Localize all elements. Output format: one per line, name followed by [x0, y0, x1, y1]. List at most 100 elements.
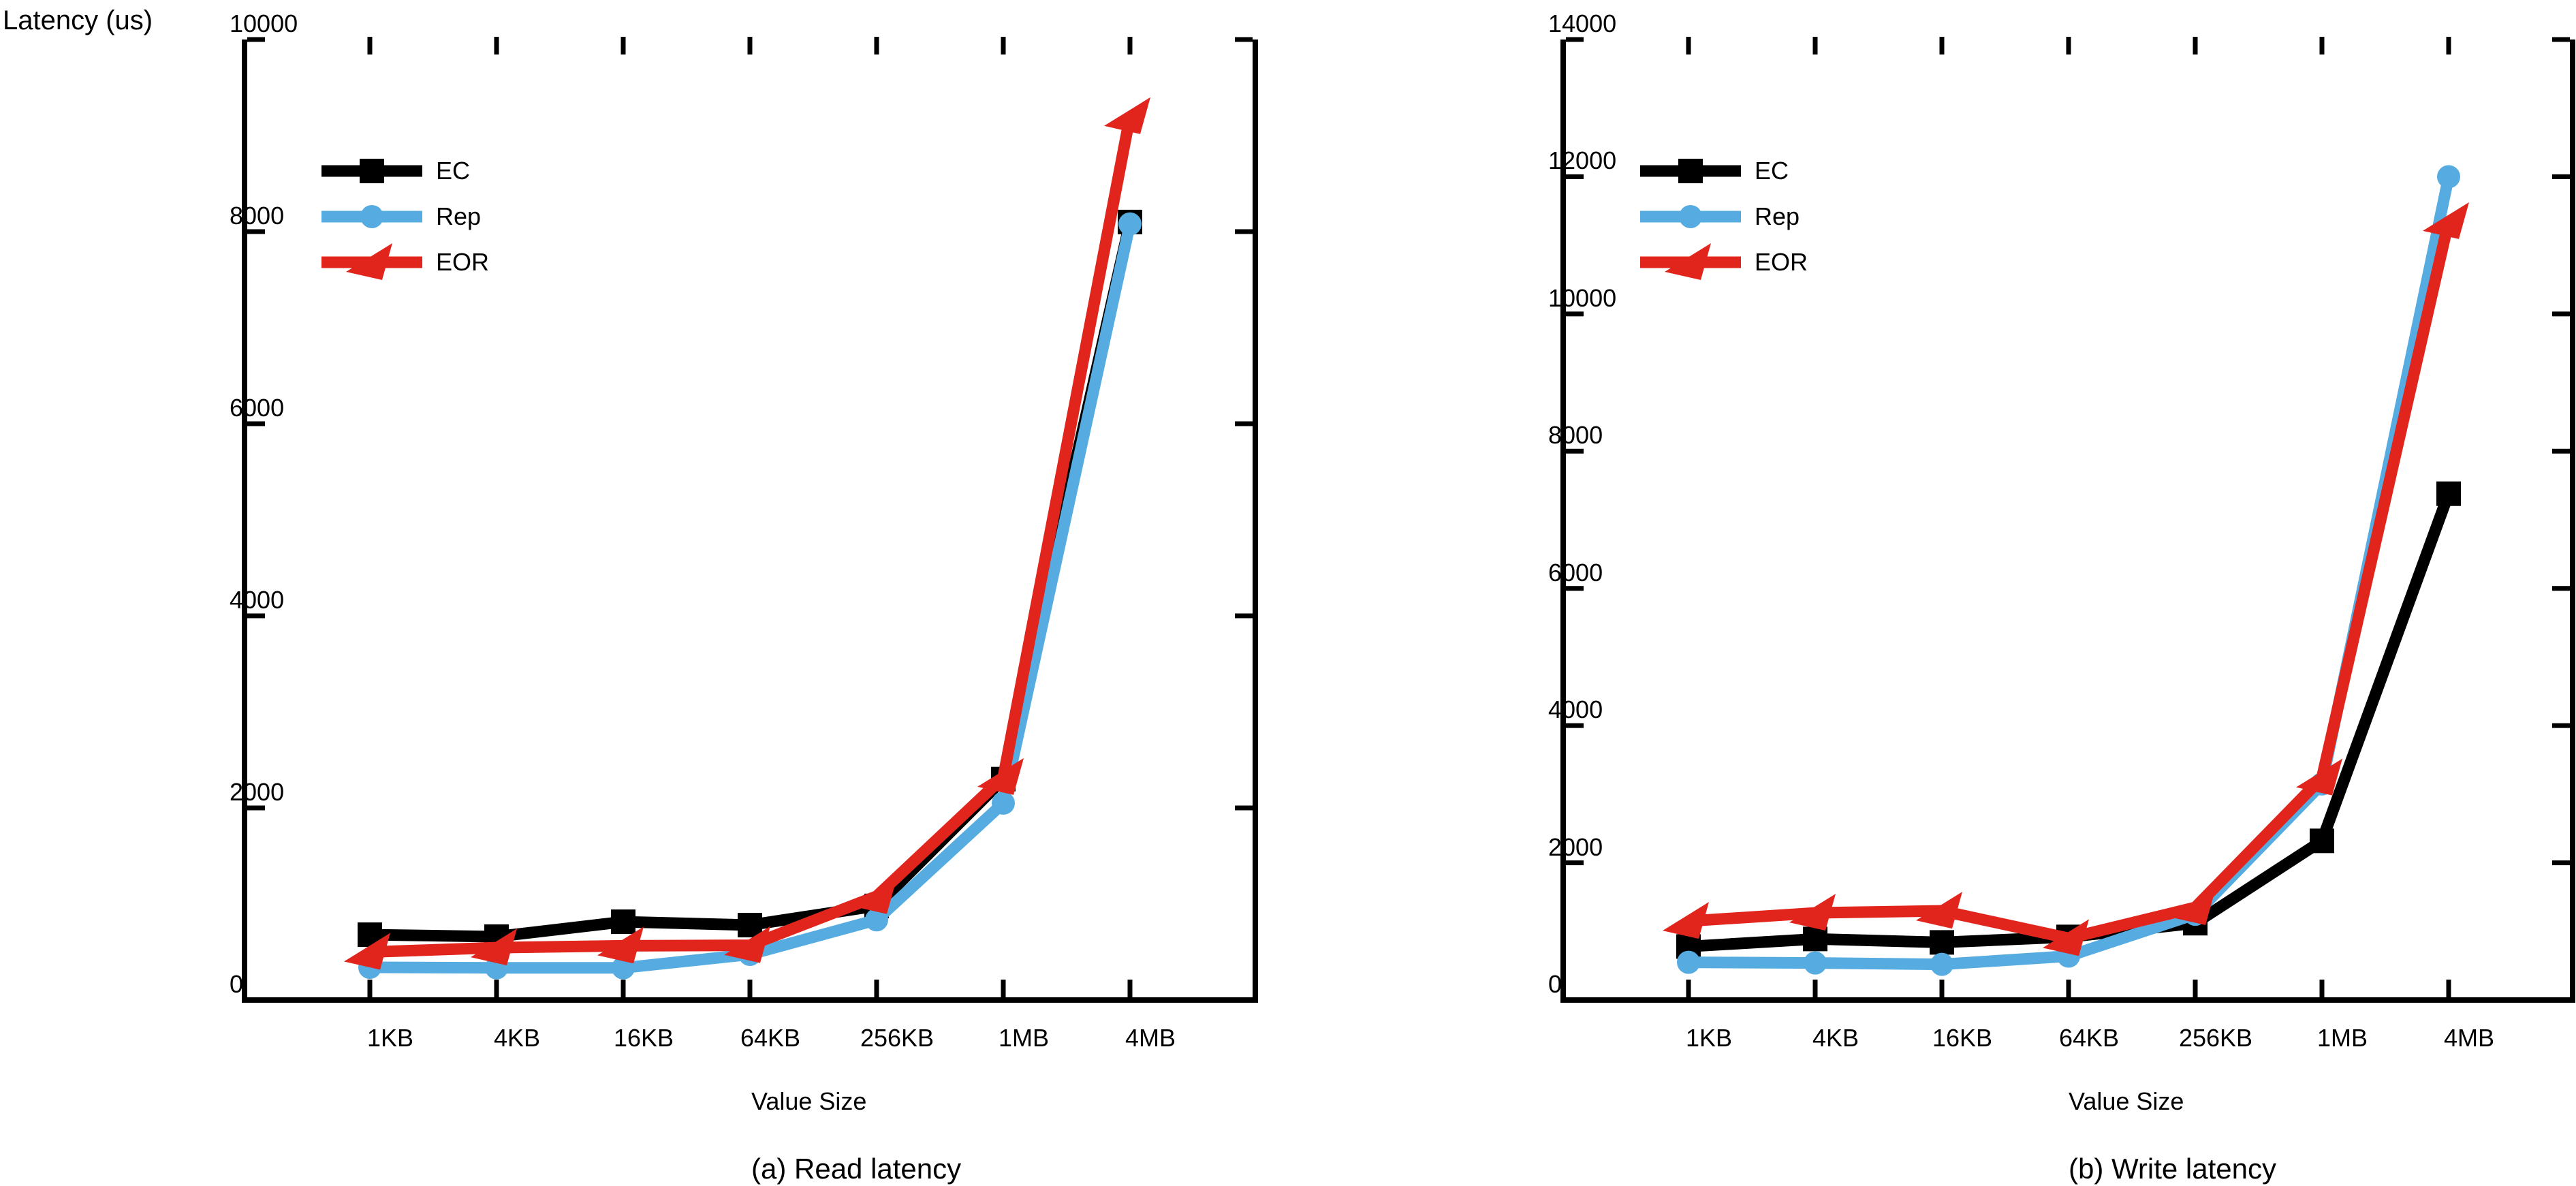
y-tick-right [2552, 723, 2570, 728]
legend-label-rep: Rep [436, 202, 482, 230]
x-axis-line [242, 997, 1258, 1003]
series-line-eor [369, 115, 1136, 958]
x-tick-top [1001, 37, 1006, 54]
y-tick [247, 37, 265, 42]
y-tick [1566, 311, 1584, 317]
x-axis-title-read: Value Size [751, 1087, 867, 1115]
x-tick-top [2446, 37, 2451, 54]
x-tick-label: 16KB [613, 1024, 674, 1052]
y-tick-label: 10000 [230, 10, 298, 37]
x-tick-label: 64KB [740, 1024, 801, 1052]
x-tick-label: 4MB [1125, 1024, 1176, 1052]
series-marker-eor [1663, 902, 1709, 939]
series-marker-rep [1804, 951, 1827, 975]
x-tick-label: 16KB [1932, 1024, 1993, 1052]
y-tick-right [1235, 229, 1253, 234]
series-marker-eor [2423, 202, 2469, 239]
x-tick-label: 256KB [2178, 1024, 2253, 1052]
x-tick [747, 980, 753, 997]
series-marker-eor [597, 926, 644, 964]
x-tick-top [621, 37, 626, 54]
legend-label-eor: EOR [1755, 248, 1808, 276]
y-tick [1566, 174, 1584, 179]
series-marker-eor [977, 758, 1024, 795]
x-tick-top [2193, 37, 2198, 54]
legend-marker-dart [346, 243, 392, 280]
x-tick-top [367, 37, 373, 54]
x-tick-top [1939, 37, 1945, 54]
series-marker-ec [2436, 481, 2461, 506]
x-axis-title-write: Value Size [2069, 1087, 2184, 1115]
legend-marker-circle [1679, 205, 1702, 228]
y-tick-label: 8000 [1548, 421, 1603, 450]
x-tick [1939, 980, 1945, 997]
series-marker-eor [471, 928, 517, 966]
x-tick-top [2066, 37, 2071, 54]
plot-right-border [1253, 40, 1258, 1003]
y-tick-label: 4000 [1548, 696, 1603, 724]
x-tick-label: 1MB [998, 1024, 1050, 1052]
x-tick-top [1812, 37, 1818, 54]
chart-write [1560, 37, 2575, 1003]
y-tick-right [2552, 311, 2570, 317]
y-tick [1566, 586, 1584, 591]
series-marker-rep [992, 791, 1015, 815]
x-tick [494, 980, 499, 997]
x-tick-label: 4KB [493, 1024, 541, 1052]
series-marker-rep [1930, 952, 1953, 976]
y-tick [247, 805, 265, 811]
x-tick [1127, 980, 1133, 997]
series-marker-ec [611, 909, 635, 935]
series-marker-eor [724, 926, 770, 963]
x-tick [2193, 980, 2198, 997]
y-tick-label: 0 [230, 970, 244, 998]
x-tick-top [747, 37, 753, 54]
series-marker-rep [2437, 165, 2460, 189]
legend-label-rep: Rep [1755, 202, 1800, 230]
x-tick-top [874, 37, 879, 54]
series-marker-ec [1803, 926, 1827, 952]
series-line-ec [369, 221, 1136, 943]
series-marker-eor [1104, 97, 1150, 134]
y-tick-right [2552, 586, 2570, 591]
x-tick-label: 1KB [1685, 1024, 1733, 1052]
x-tick-top [494, 37, 499, 54]
y-tick [1566, 860, 1584, 866]
series-marker-eor [851, 877, 897, 914]
caption-write-latency: (b) Write latency [2069, 1153, 2276, 1185]
x-tick [1001, 980, 1006, 997]
x-tick-label: 4KB [1812, 1024, 1859, 1052]
series-marker-ec [738, 913, 762, 938]
x-tick [874, 980, 879, 997]
plot-right-border [2570, 40, 2575, 1003]
x-tick [2319, 980, 2325, 997]
series-line-eor [1688, 220, 2455, 945]
y-tick [1566, 37, 1584, 42]
y-tick-right [2552, 860, 2570, 866]
y-tick-right [1235, 421, 1253, 426]
x-tick [621, 980, 626, 997]
y-tick-label: 6000 [230, 394, 285, 422]
y-tick-right [2552, 448, 2570, 454]
x-tick-label: 1KB [366, 1024, 414, 1052]
x-tick [2446, 980, 2451, 997]
legend-marker-circle [360, 205, 383, 228]
legend-label-eor: EOR [436, 248, 490, 276]
y-tick-label: 0 [1548, 970, 1562, 998]
x-tick-top [2319, 37, 2325, 54]
y-tick [247, 613, 265, 619]
x-tick-label: 1MB [2316, 1024, 2368, 1052]
legend-label-ec: EC [1755, 157, 1789, 185]
x-axis-line [1560, 997, 2575, 1003]
series-marker-eor [344, 933, 390, 970]
series-marker-ec [2310, 828, 2334, 854]
y-axis-title: Latency (us) [3, 5, 153, 35]
y-tick [1566, 723, 1584, 728]
x-tick-label: 4MB [2443, 1024, 2495, 1052]
y-axis-line [242, 40, 247, 1003]
y-tick-right [2552, 37, 2570, 42]
chart-read [242, 37, 1258, 1003]
legend-marker-dart [1665, 243, 1711, 280]
